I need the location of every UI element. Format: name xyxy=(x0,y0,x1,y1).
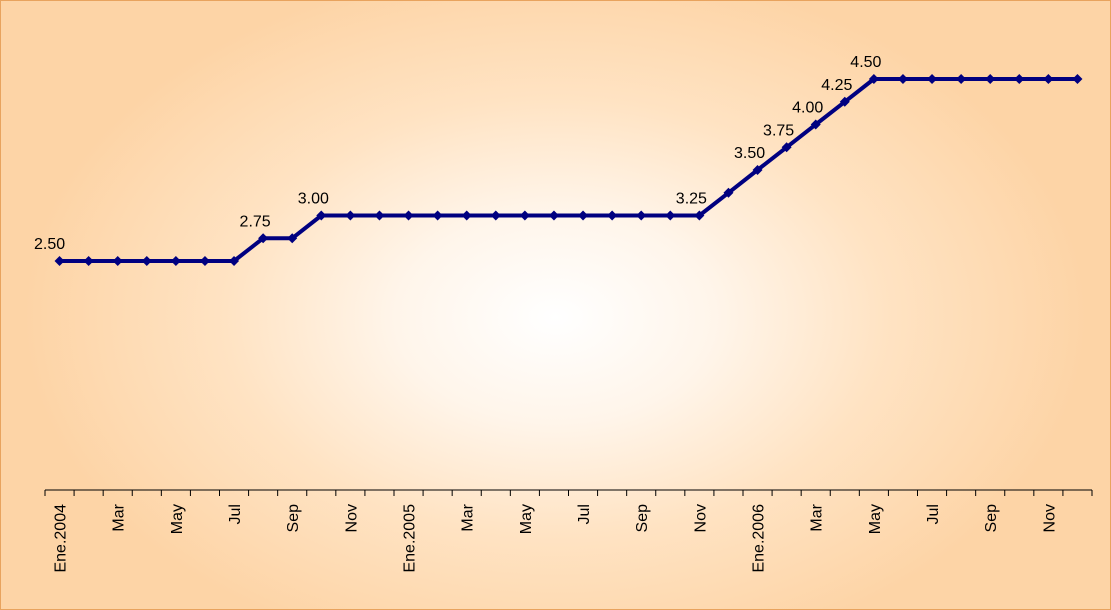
data-label: 4.00 xyxy=(792,100,823,117)
data-point xyxy=(374,210,385,221)
data-point xyxy=(723,187,734,198)
data-point xyxy=(112,256,123,266)
data-label: 3.00 xyxy=(298,191,329,208)
x-axis: Ene.2004 Mar May Jul Sep Nov Ene.2005 Mar May Jul… xyxy=(44,489,1093,573)
x-tick-label: Nov xyxy=(343,504,360,532)
data-label: 4.50 xyxy=(850,54,881,71)
data-point xyxy=(578,210,589,221)
data-point xyxy=(956,74,967,84)
data-point xyxy=(694,210,705,221)
data-point xyxy=(229,256,240,266)
x-tick-label: Nov xyxy=(1041,504,1058,532)
x-tick-label: Jul xyxy=(925,504,942,524)
data-point xyxy=(258,233,269,244)
data-point xyxy=(490,210,501,221)
data-point xyxy=(1014,74,1025,84)
data-label: 2.50 xyxy=(34,236,65,253)
data-point xyxy=(1072,74,1083,84)
data-label: 3.25 xyxy=(676,191,707,208)
data-point xyxy=(1043,74,1054,84)
data-point xyxy=(927,74,938,84)
data-point xyxy=(519,210,530,221)
x-tick-label: Nov xyxy=(692,504,709,532)
x-tick-label: Sep xyxy=(634,504,651,533)
x-tick-label: Mar xyxy=(111,503,128,531)
data-point xyxy=(316,210,327,221)
data-label: 3.75 xyxy=(763,122,794,139)
data-label: 3.50 xyxy=(734,145,765,162)
x-tick-label: Sep xyxy=(285,504,302,533)
x-tick-label: Ene.2006 xyxy=(751,504,768,573)
data-point xyxy=(868,74,879,84)
data-label: 4.25 xyxy=(821,77,852,94)
x-tick-label: May xyxy=(867,504,884,534)
data-point xyxy=(403,210,414,221)
data-point xyxy=(199,256,210,266)
x-tick-label: Jul xyxy=(227,504,244,524)
x-tick-label: May xyxy=(169,504,186,534)
data-point xyxy=(636,210,647,221)
data-point xyxy=(839,96,850,107)
data-point xyxy=(781,142,792,153)
series xyxy=(54,74,1083,266)
data-point xyxy=(548,210,559,221)
x-tick-label: Ene.2005 xyxy=(402,504,419,573)
x-tick-label: Mar xyxy=(809,503,826,531)
data-point xyxy=(607,210,618,221)
data-point xyxy=(432,210,443,221)
data-point xyxy=(752,165,763,175)
x-tick-label: Ene.2004 xyxy=(53,504,70,573)
data-label: 2.75 xyxy=(240,213,271,230)
data-point xyxy=(54,256,65,266)
series-line xyxy=(59,77,1078,263)
data-point xyxy=(985,74,996,84)
data-point xyxy=(141,256,152,266)
data-point xyxy=(345,210,356,221)
data-point xyxy=(897,74,908,84)
data-point xyxy=(461,210,472,221)
data-point xyxy=(810,119,821,130)
data-point xyxy=(287,233,298,244)
x-tick-label: Mar xyxy=(460,503,477,531)
x-tick-label: May xyxy=(518,504,535,534)
x-tick-label: Jul xyxy=(576,504,593,524)
data-labels: 2.50 2.75 3.00 3.25 3.50 3.75 4.00 4.25 4.50 xyxy=(34,54,882,253)
data-point xyxy=(665,210,676,221)
x-tick-label: Sep xyxy=(983,504,1000,533)
data-point xyxy=(83,256,94,266)
data-point xyxy=(170,256,181,266)
